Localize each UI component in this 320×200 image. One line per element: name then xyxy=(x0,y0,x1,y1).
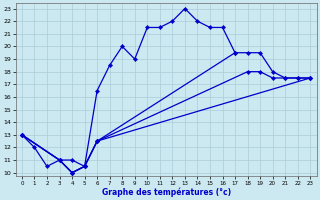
X-axis label: Graphe des températures (°c): Graphe des températures (°c) xyxy=(101,187,231,197)
